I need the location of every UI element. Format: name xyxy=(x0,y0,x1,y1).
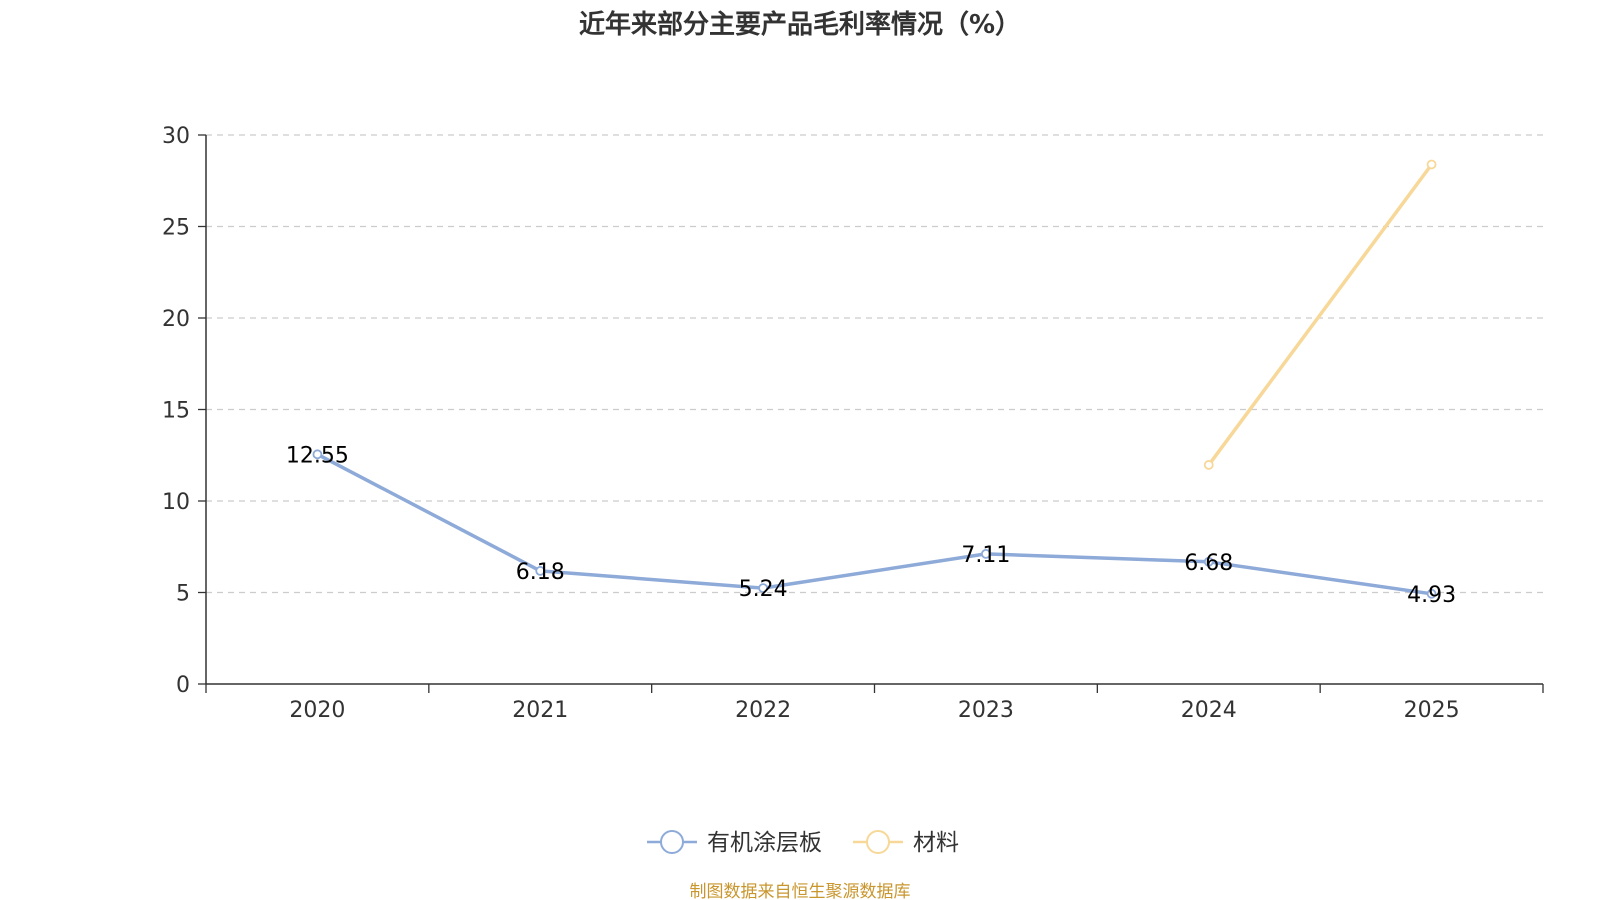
data-point xyxy=(1426,588,1437,599)
x-tick-label: 2020 xyxy=(289,698,345,723)
data-point xyxy=(1203,460,1214,470)
x-tick-label: 2023 xyxy=(958,698,1014,723)
y-tick-label: 10 xyxy=(162,490,190,515)
data-label: 7.11 xyxy=(961,543,1010,568)
legend-item[interactable]: 材料 xyxy=(853,830,959,856)
chart-title: 近年来部分主要产品毛利率情况（%） xyxy=(579,9,1021,40)
x-tick-label: 2024 xyxy=(1181,698,1237,723)
y-tick-label: 25 xyxy=(162,216,190,241)
data-label: 6.68 xyxy=(1184,551,1233,576)
data-labels: 12.55 6.18 5.24 7.11 6.68 4.93 xyxy=(286,443,1456,607)
x-tick-label: 2022 xyxy=(735,698,791,723)
y-tick-label: 15 xyxy=(162,399,190,424)
legend-swatch-circle xyxy=(660,830,684,854)
data-label: 5.24 xyxy=(739,577,788,602)
legend-swatch-circle xyxy=(866,830,890,854)
grid-lines xyxy=(206,134,1543,594)
series-line xyxy=(316,452,1432,596)
legend-item[interactable]: 有机涂层板 xyxy=(647,830,822,856)
data-point xyxy=(981,548,991,559)
data-point xyxy=(1203,556,1214,567)
data-label: 4.93 xyxy=(1407,583,1456,608)
series-lines xyxy=(312,159,1437,599)
data-point xyxy=(312,449,323,460)
series-line xyxy=(1207,163,1434,466)
y-tick-label: 5 xyxy=(176,582,190,607)
data-point xyxy=(758,583,768,594)
legend-label: 材料 xyxy=(913,830,959,856)
y-tick-label: 0 xyxy=(176,673,190,698)
data-label: 12.55 xyxy=(286,443,349,468)
y-tick-label: 20 xyxy=(162,307,190,332)
data-label: 6.18 xyxy=(516,560,565,585)
legend-label: 有机涂层板 xyxy=(707,830,822,856)
x-tick-label: 2021 xyxy=(512,698,568,723)
x-tick-label: 2025 xyxy=(1404,698,1460,723)
y-tick-label: 30 xyxy=(162,124,190,149)
source-note: 制图数据来自恒生聚源数据库 xyxy=(690,882,911,900)
data-point xyxy=(1426,159,1437,170)
data-point xyxy=(535,566,546,576)
legend[interactable]: 有机涂层板 材料 xyxy=(647,830,959,856)
